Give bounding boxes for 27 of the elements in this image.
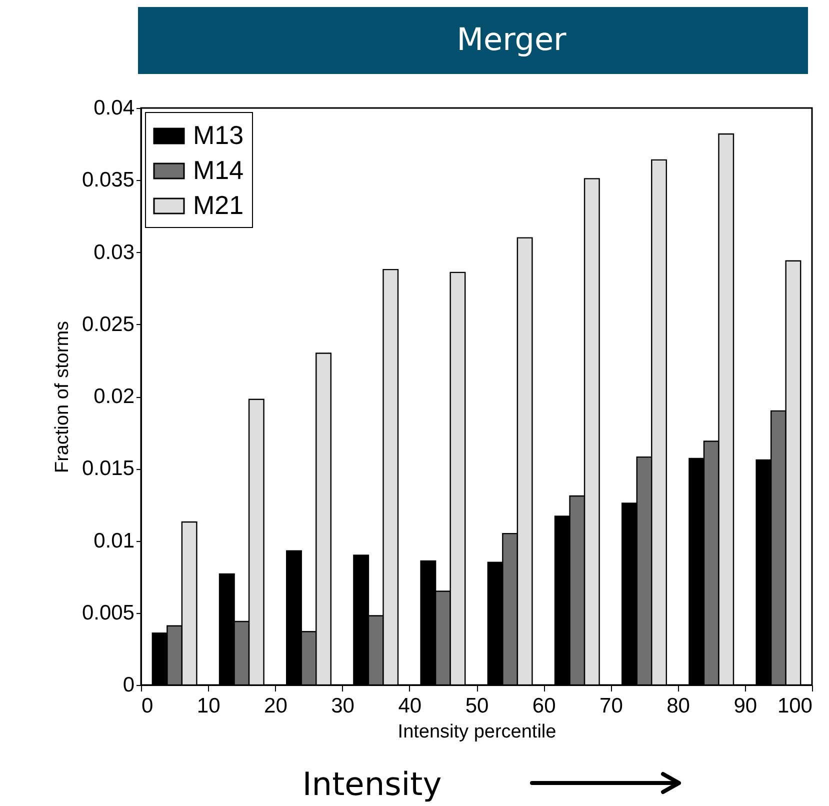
- y-tick-label: 0.01: [94, 529, 134, 552]
- y-tick-label: 0.04: [94, 96, 135, 120]
- x-tick-label: 20: [264, 694, 288, 718]
- legend-label: M14: [193, 155, 244, 185]
- x-tick-label: 50: [465, 694, 489, 718]
- x-tick-label: 60: [532, 694, 556, 718]
- chart-title: Merger: [456, 22, 567, 58]
- text: Intensity: [302, 765, 442, 803]
- x-tick-label: 100: [777, 694, 812, 718]
- y-tick-label: 0.02: [94, 385, 134, 408]
- x-tick-label: 80: [666, 694, 690, 718]
- x-tick-label: 70: [600, 694, 623, 718]
- y-tick-label: 0: [122, 674, 134, 696]
- x-tick-label: 0: [142, 694, 154, 718]
- x-tick-label: 30: [331, 694, 354, 718]
- x-tick-label: 90: [734, 694, 758, 718]
- legend-label: M13: [193, 120, 244, 150]
- legend-label: M21: [193, 190, 244, 220]
- x-axis-title: Intensity percentile: [398, 722, 556, 742]
- y-tick-label: 0.035: [82, 168, 134, 192]
- y-tick-label: 0.025: [82, 312, 134, 336]
- y-tick-label: 0.03: [94, 240, 134, 264]
- x-tick-label: 40: [398, 694, 422, 718]
- y-tick-label: 0.005: [82, 601, 134, 624]
- y-axis-title: Fraction of storms: [52, 320, 73, 474]
- y-tick-label: 0.015: [82, 457, 134, 480]
- x-tick-label: 10: [196, 694, 220, 718]
